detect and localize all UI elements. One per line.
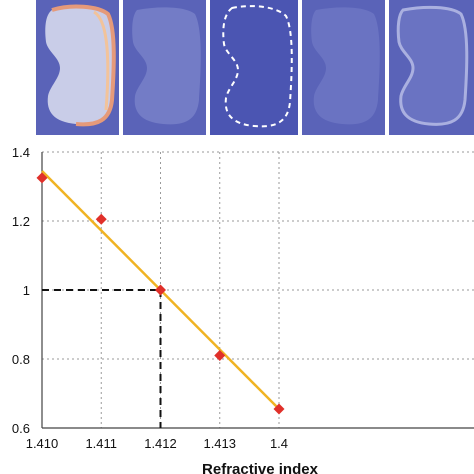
x-axis-title: Refractive index	[202, 461, 319, 474]
y-tick-label: 0.8	[12, 352, 30, 367]
refractive-index-chart: 1.410 1.411 1.412 1.413 1.4 0.6 0.8 1 1.2 1.4 Re…	[12, 145, 474, 474]
x-tick-label: 1.412	[144, 436, 177, 451]
y-tick-label: 1	[23, 283, 30, 298]
thumbnail-strip	[0, 0, 474, 137]
thumbnail-4	[302, 0, 385, 135]
y-tick-label: 1.2	[12, 214, 30, 229]
thumbnail-1	[36, 0, 119, 135]
y-tick-label: 1.4	[12, 145, 30, 160]
thumbnail-3	[210, 0, 298, 135]
x-tick-labels: 1.410 1.411 1.412 1.413 1.4	[26, 436, 288, 451]
data-point	[95, 213, 107, 225]
data-point	[214, 350, 226, 362]
data-point	[36, 172, 48, 184]
guide-lines	[42, 289, 162, 428]
y-tick-label: 0.6	[12, 421, 30, 436]
thumbnail-2	[123, 0, 206, 135]
data-points	[36, 172, 285, 415]
data-point	[155, 284, 166, 296]
x-tick-label: 1.411	[85, 436, 117, 451]
thumbnail-5	[389, 0, 474, 135]
y-tick-labels: 0.6 0.8 1 1.2 1.4	[12, 145, 30, 436]
grid-lines	[42, 151, 474, 428]
data-point	[273, 403, 285, 415]
x-tick-label: 1.410	[26, 436, 59, 451]
x-tick-label: 1.413	[203, 436, 236, 451]
x-tick-label: 1.4	[270, 436, 288, 451]
